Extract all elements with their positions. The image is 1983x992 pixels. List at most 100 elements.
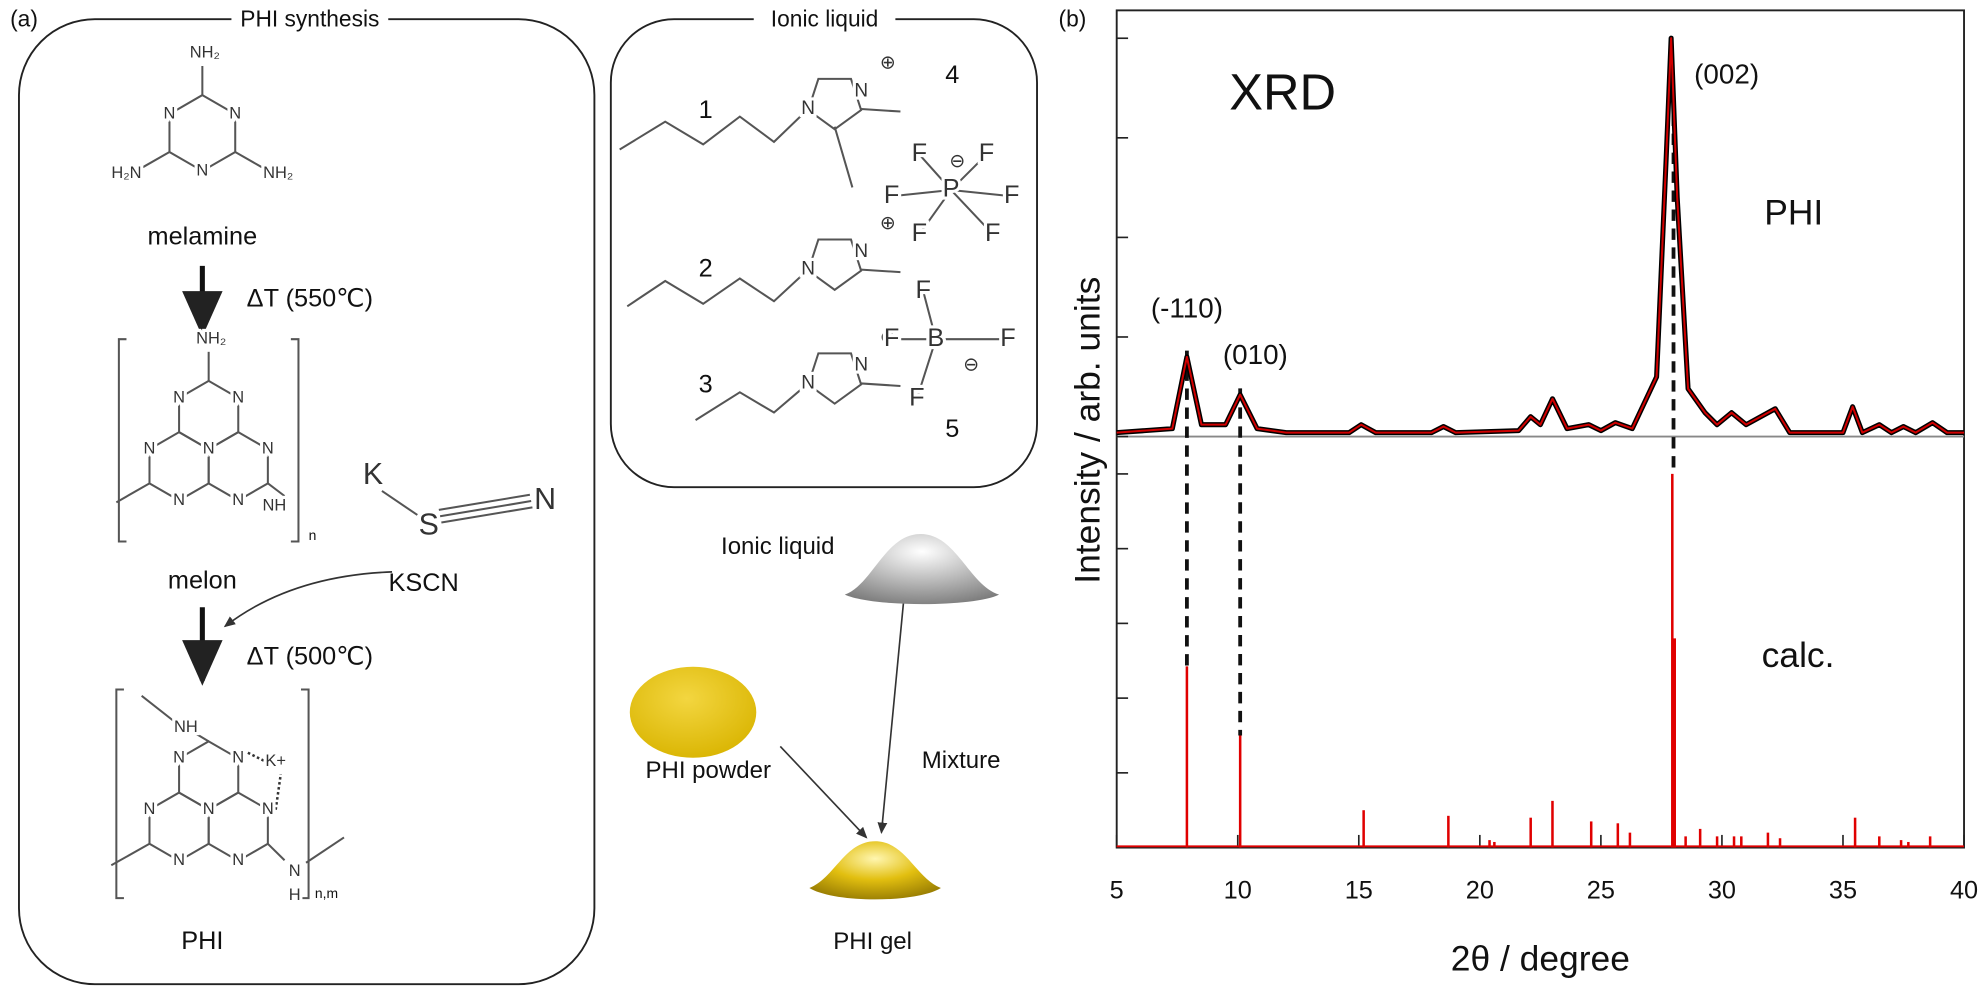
label: N	[232, 491, 244, 509]
label: Mixture	[922, 747, 1001, 774]
label: N	[801, 372, 815, 393]
x-tick-label: 40	[1950, 877, 1978, 905]
label: N	[196, 161, 208, 179]
x-axis-label: 2θ / degree	[1451, 939, 1630, 979]
label: NH	[174, 718, 198, 736]
ring	[807, 352, 863, 405]
label: H	[289, 886, 301, 904]
label: N	[144, 800, 156, 818]
peak-label: (010)	[1223, 339, 1288, 370]
chart-title: XRD	[1229, 64, 1336, 121]
label: 5	[945, 415, 959, 443]
label: n	[309, 527, 317, 543]
label: Ionic liquid	[721, 533, 834, 560]
x-tick-label: 20	[1466, 877, 1494, 905]
label: N	[854, 355, 868, 376]
label: N	[534, 483, 556, 516]
label: N	[289, 862, 301, 880]
ionic-box	[609, 18, 1038, 489]
series-label: calc.	[1762, 635, 1835, 675]
phi-gel-drop	[809, 841, 941, 900]
label: N	[173, 749, 185, 767]
ring	[148, 430, 210, 502]
label: N	[173, 388, 185, 406]
label: ⊕	[880, 327, 896, 348]
label: S	[419, 508, 439, 541]
x-tick-label: 25	[1587, 877, 1615, 905]
label: ⊕	[880, 213, 896, 234]
label: PHI powder	[645, 757, 770, 784]
ionic-liquid-drop	[844, 533, 1000, 605]
peak-label: (002)	[1694, 59, 1759, 90]
xrd-chart: 5 10 15 20 25 30 35 40 2θ / degree Intensity / ar…	[1068, 9, 1978, 979]
label: N	[229, 104, 241, 122]
x-tick-label: 30	[1708, 877, 1736, 905]
label: N	[262, 440, 274, 458]
label: ⊖	[949, 151, 965, 172]
label: (a)	[10, 6, 38, 32]
label: N	[173, 851, 185, 869]
label: NH₂	[263, 164, 293, 182]
plot-frame	[1115, 9, 1965, 849]
label: N	[164, 104, 176, 122]
label: N	[854, 80, 868, 101]
title-mask	[753, 6, 896, 35]
title-mask	[231, 6, 389, 35]
label: PHI	[181, 927, 223, 955]
label: N	[801, 98, 815, 119]
fit-line	[1116, 37, 1965, 434]
label: F	[909, 383, 924, 411]
label: N	[262, 800, 274, 818]
label: F	[912, 139, 927, 167]
x-tick-label: 5	[1110, 877, 1124, 905]
label: F	[915, 276, 930, 304]
label: B	[927, 324, 944, 352]
label: N	[144, 440, 156, 458]
panel-label: (b)	[1059, 6, 1087, 32]
label: PHI gel	[833, 928, 912, 955]
label: NH	[263, 496, 287, 514]
label: n,m	[315, 885, 338, 901]
label: PHI synthesis	[240, 6, 379, 32]
label: ⊕	[880, 52, 896, 73]
label: P	[943, 175, 960, 203]
label: ΔT (550℃)	[247, 285, 373, 313]
ring	[168, 93, 237, 173]
label: NH₂	[190, 44, 220, 62]
label: N	[854, 241, 868, 262]
label: F	[1000, 324, 1015, 352]
label: H₂N	[111, 164, 141, 182]
label: N	[232, 388, 244, 406]
label: F	[979, 139, 994, 167]
rings	[148, 77, 863, 863]
x-tick-label: 10	[1224, 877, 1252, 905]
structures	[110, 66, 1012, 900]
label: melon	[168, 567, 237, 595]
label: 2	[699, 254, 713, 282]
ring	[807, 238, 863, 292]
ring	[807, 77, 863, 131]
synthesis-box	[18, 18, 596, 986]
y-axis-label: Intensity / arb. units	[1068, 277, 1108, 584]
label: N	[801, 259, 815, 280]
label: NH₂	[196, 330, 226, 348]
label: KSCN	[389, 569, 459, 597]
label: N	[173, 491, 185, 509]
peak-label: (-110)	[1151, 292, 1223, 323]
label: ⊖	[963, 355, 979, 376]
label: N	[232, 749, 244, 767]
label: Ionic liquid	[771, 6, 879, 32]
label: N	[232, 851, 244, 869]
label: N	[203, 800, 215, 818]
label: 3	[699, 371, 713, 399]
ring	[148, 791, 210, 863]
series-label: PHI	[1764, 193, 1823, 233]
label: 4	[945, 61, 959, 89]
label: 1	[699, 96, 713, 124]
label: K+	[265, 752, 286, 770]
phi-powder	[629, 666, 757, 758]
label: F	[884, 181, 899, 209]
label: F	[884, 324, 899, 352]
label: F	[1004, 181, 1019, 209]
